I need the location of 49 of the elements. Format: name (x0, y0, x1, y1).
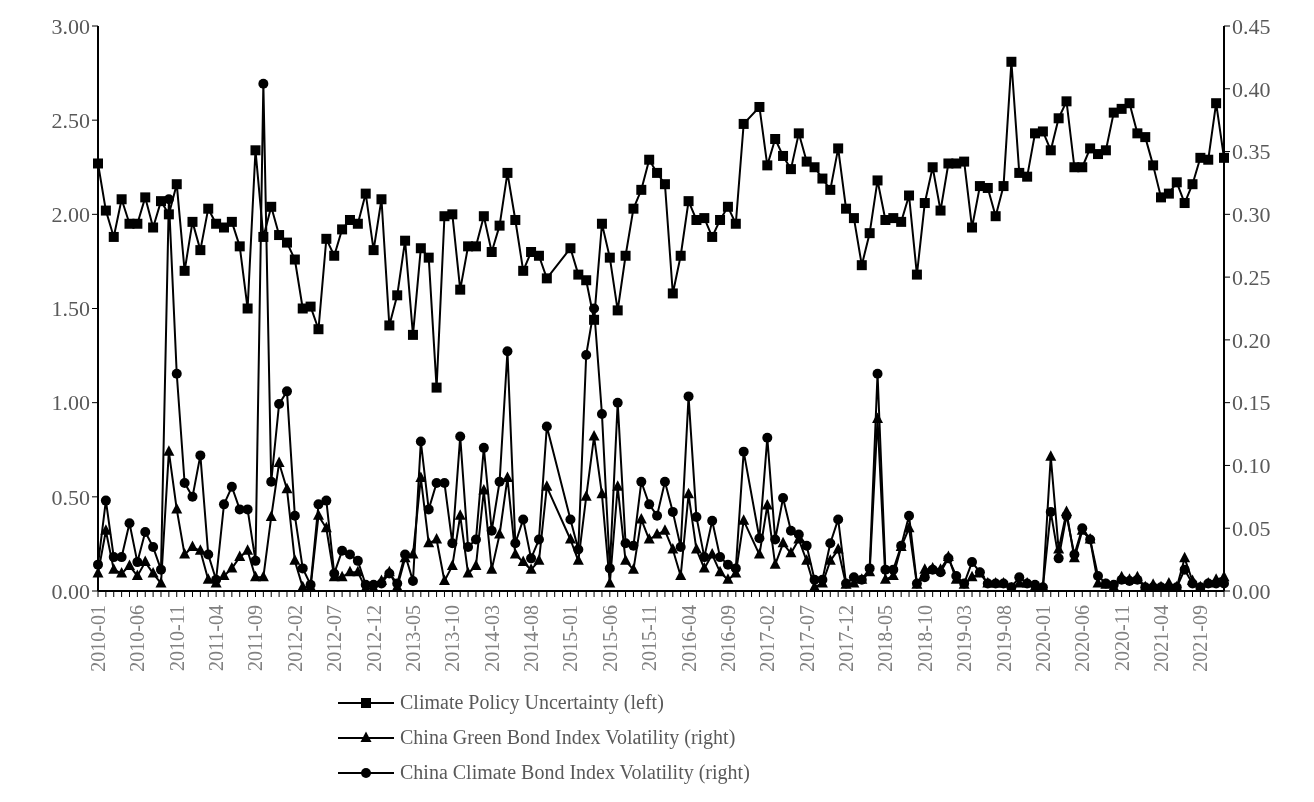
y2-tick-label: 0.45 (1232, 13, 1271, 39)
y-tick-label: 0.50 (51, 484, 90, 510)
y2-tick-label: 0.00 (1232, 578, 1271, 604)
x-tick-label: 2012-12 (362, 605, 385, 672)
x-tick-label: 2011-04 (205, 605, 228, 671)
y-tick-label: 0.00 (51, 578, 90, 604)
x-tick-label: 2019-03 (953, 605, 976, 672)
x-tick-label: 2018-05 (874, 605, 897, 672)
x-tick-label: 2019-08 (992, 605, 1015, 672)
x-tick-label: 2017-02 (756, 605, 779, 672)
y-tick-label: 2.00 (51, 202, 90, 228)
x-tick-label: 2010-11 (165, 605, 188, 671)
x-tick-label: 2015-01 (559, 605, 582, 672)
x-tick-label: 2017-07 (795, 605, 818, 672)
x-tick-label: 2020-11 (1110, 605, 1133, 671)
x-tick-label: 2021-04 (1150, 605, 1173, 672)
y2-tick-label: 0.20 (1232, 327, 1271, 353)
y2-tick-label: 0.05 (1232, 516, 1271, 542)
x-tick-label: 2011-09 (244, 605, 267, 671)
x-tick-label: 2018-10 (913, 605, 936, 672)
y2-tick-label: 0.35 (1232, 139, 1271, 165)
x-tick-label: 2012-07 (323, 605, 346, 672)
x-tick-label: 2015-11 (638, 605, 661, 671)
legend-label: Climate Policy Uncertainty (left) (400, 691, 664, 714)
y2-tick-label: 0.15 (1232, 390, 1271, 416)
x-tick-label: 2020-06 (1071, 605, 1094, 672)
y2-tick-label: 0.30 (1232, 202, 1271, 228)
y-tick-label: 1.50 (51, 296, 90, 322)
x-tick-label: 2020-01 (1031, 605, 1054, 672)
x-tick-label: 2016-04 (677, 605, 700, 672)
x-tick-label: 2010-06 (126, 605, 149, 672)
x-tick-label: 2014-03 (480, 605, 503, 672)
y-tick-label: 1.00 (51, 390, 90, 416)
x-tick-label: 2015-06 (598, 605, 621, 672)
legend-label: China Climate Bond Index Volatility (right) (400, 761, 750, 784)
x-tick-label: 2013-05 (401, 605, 424, 672)
x-tick-label: 2017-12 (835, 605, 858, 672)
x-tick-label: 2021-09 (1189, 605, 1212, 672)
x-tick-label: 2012-02 (283, 605, 306, 672)
legend-label: China Green Bond Index Volatility (right) (400, 726, 736, 749)
y2-tick-label: 0.40 (1232, 76, 1271, 102)
x-tick-label: 2014-08 (520, 605, 543, 672)
y-tick-label: 2.50 (51, 107, 90, 133)
x-tick-label: 2016-09 (716, 605, 739, 672)
x-tick-label: 2010-01 (87, 605, 109, 672)
x-tick-label: 2013-10 (441, 605, 464, 672)
y-tick-label: 3.00 (51, 13, 90, 39)
y2-tick-label: 0.25 (1232, 264, 1271, 290)
y2-tick-label: 0.10 (1232, 453, 1271, 479)
